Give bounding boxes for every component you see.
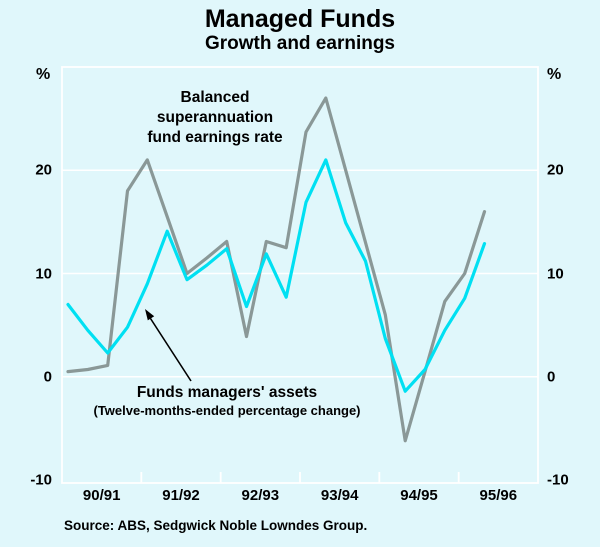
y-axis-label-left--10: -10: [30, 471, 52, 489]
annotation-assets-sublabel: (Twelve-months-ended percentage change): [93, 403, 361, 418]
annotation-earnings-line3: fund earnings rate: [147, 129, 283, 146]
y-axis-unit-left: %: [36, 66, 51, 83]
x-axis-label-94-95: 94/95: [400, 487, 438, 504]
x-axis-label-95-96: 95/96: [479, 487, 518, 504]
annotation-earnings-series: Balanced superannuation fund earnings ra…: [100, 88, 330, 148]
y-axis-label-right--10: -10: [547, 471, 569, 489]
assets-growth-line: [66, 158, 487, 393]
x-axis-label-92-93: 92/93: [241, 487, 280, 504]
x-axis-label-90-91: 90/91: [82, 487, 121, 504]
chart-title: Managed Funds: [204, 5, 396, 33]
annotation-earnings-line1: Balanced: [180, 89, 250, 106]
y-axis-label-right-0: 0: [547, 368, 556, 386]
chart-subtitle: Growth and earnings: [204, 33, 396, 54]
y-axis-label-right-10: 10: [547, 265, 564, 282]
y-axis-label-left-20: 20: [35, 161, 52, 179]
source-note: Source: ABS, Sedgwick Noble Lowndes Grou…: [64, 518, 368, 533]
x-axis-label-93-94: 93/94: [320, 487, 359, 504]
annotation-earnings-line2: superannuation: [156, 109, 274, 126]
y-axis-label-left-10: 10: [35, 265, 52, 282]
annotation-arrow-head: [145, 309, 155, 321]
x-axis-label-91-92: 91/92: [162, 487, 200, 504]
annotation-arrow-shaft: [149, 318, 192, 382]
y-axis-label-right-20: 20: [547, 161, 564, 179]
earnings-rate-line: [66, 96, 487, 443]
y-axis-unit-right: %: [547, 66, 562, 83]
annotation-assets-series: Funds managers' assets (Twelve-months-en…: [42, 383, 412, 419]
y-axis-label-left-0: 0: [43, 368, 52, 386]
annotation-assets-label: Funds managers' assets: [136, 384, 318, 401]
